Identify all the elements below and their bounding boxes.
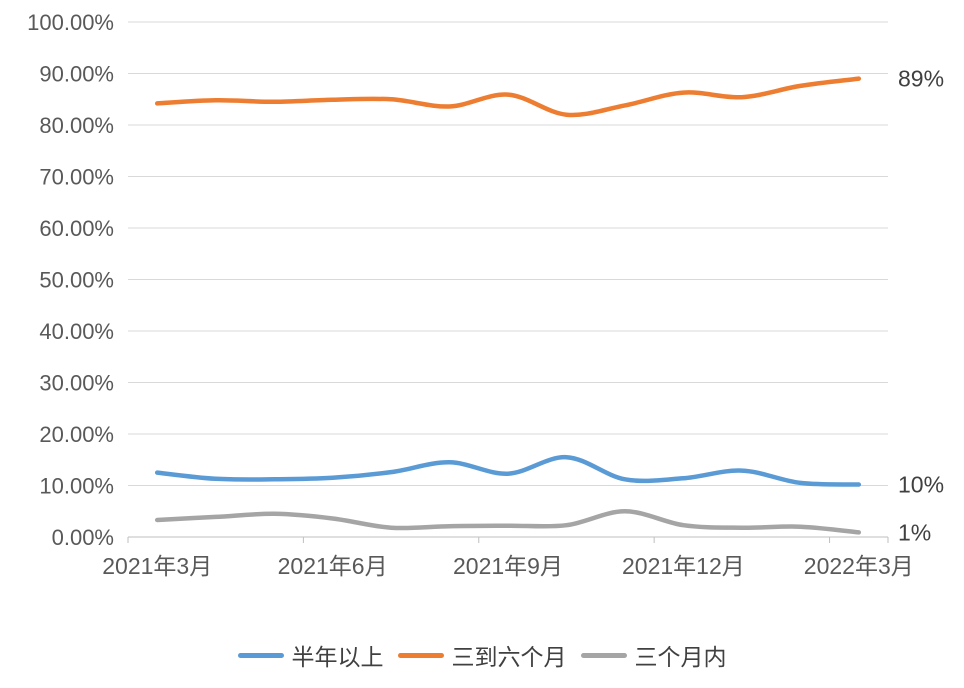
x-tick-label: 2021年12月 bbox=[622, 553, 745, 579]
legend-swatch bbox=[580, 652, 627, 658]
y-tick-label: 60.00% bbox=[39, 216, 114, 241]
line-chart-svg: 0.00% 10.00% 20.00% 30.00% 40.00% 50.00% 60.00… bbox=[27, 10, 944, 579]
y-tick-label: 10.00% bbox=[39, 474, 114, 499]
legend-item-three-to-six-months: 三到六个月 bbox=[397, 638, 567, 672]
y-tick-label: 40.00% bbox=[39, 319, 114, 344]
x-tick-label: 2021年6月 bbox=[278, 553, 388, 579]
series-end-label: 89% bbox=[898, 66, 944, 92]
series-line-1 bbox=[154, 76, 862, 118]
series-end-label: 1% bbox=[898, 519, 931, 545]
y-tick-label: 80.00% bbox=[39, 113, 114, 138]
y-tick-label: 0.00% bbox=[52, 525, 114, 550]
y-tick-label: 20.00% bbox=[39, 422, 114, 447]
x-tick-label: 2021年3月 bbox=[102, 553, 212, 579]
series-end-label: 10% bbox=[898, 471, 944, 497]
series-line-2 bbox=[154, 509, 862, 535]
series-line-0 bbox=[154, 454, 862, 487]
legend-item-half-year-plus: 半年以上 bbox=[237, 638, 384, 672]
legend-item-within-three-months: 三个月内 bbox=[580, 638, 727, 672]
legend-label: 三个月内 bbox=[634, 644, 727, 670]
legend-label: 半年以上 bbox=[291, 644, 384, 670]
y-tick-label: 50.00% bbox=[39, 268, 114, 293]
x-tick-label: 2021年9月 bbox=[453, 553, 563, 579]
legend-swatch bbox=[397, 652, 444, 658]
y-tick-label: 70.00% bbox=[39, 165, 114, 190]
legend-swatch bbox=[237, 652, 284, 658]
x-tick-label: 2022年3月 bbox=[804, 553, 914, 579]
y-tick-label: 100.00% bbox=[27, 10, 114, 35]
y-tick-label: 90.00% bbox=[39, 62, 114, 87]
y-tick-label: 30.00% bbox=[39, 371, 114, 396]
chart-legend: 半年以上 三到六个月 三个月内 bbox=[0, 638, 964, 672]
legend-label: 三到六个月 bbox=[451, 644, 567, 670]
